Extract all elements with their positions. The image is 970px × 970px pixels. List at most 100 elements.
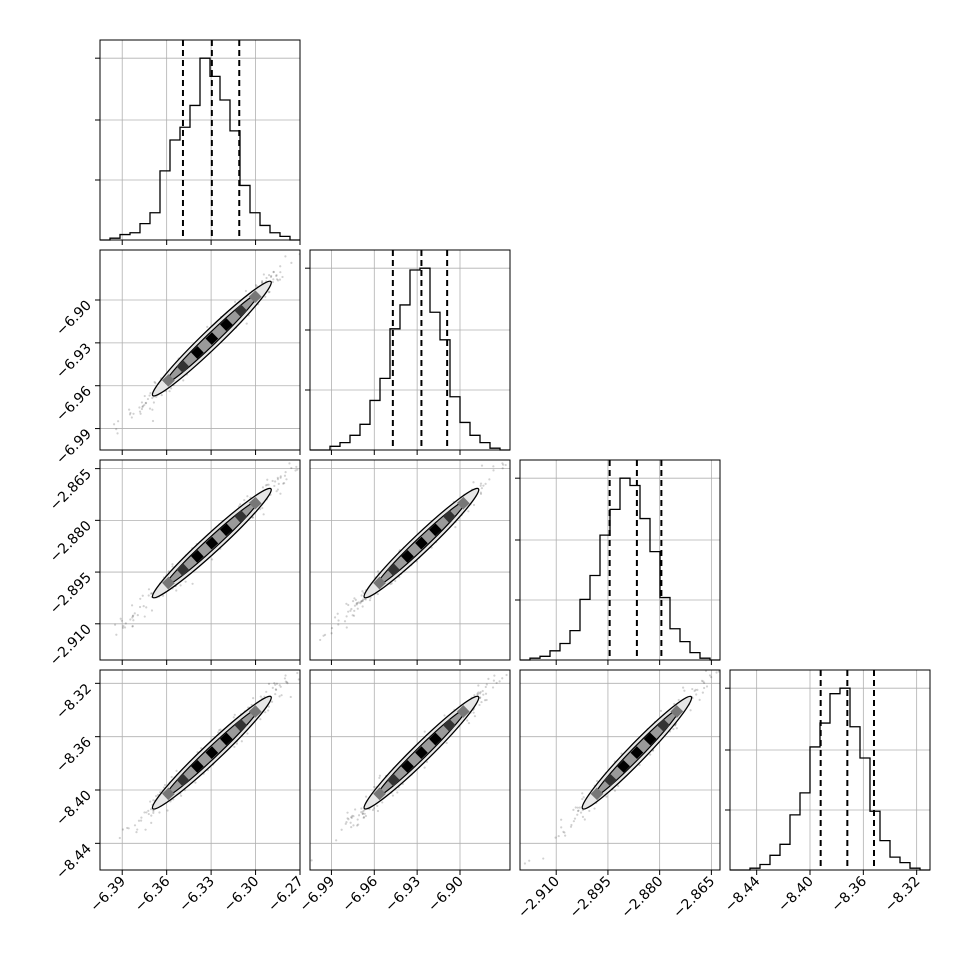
sample-point	[693, 689, 696, 693]
sample-point	[151, 419, 155, 423]
sample-point	[284, 471, 287, 474]
sample-point	[267, 709, 270, 712]
sample-point	[275, 274, 278, 278]
sample-point	[267, 682, 271, 685]
sample-point	[542, 857, 545, 860]
sample-point	[161, 594, 165, 597]
sample-point	[276, 476, 279, 479]
sample-point	[355, 603, 358, 606]
sample-point	[325, 440, 327, 442]
sample-point	[129, 411, 132, 415]
sample-point	[272, 270, 275, 273]
density-cell	[234, 304, 248, 318]
sample-point	[115, 428, 118, 431]
sample-point	[683, 689, 686, 692]
sample-point	[132, 412, 135, 415]
sample-point	[211, 558, 214, 561]
sample-point	[364, 795, 368, 798]
sample-point	[120, 619, 123, 622]
sample-point	[131, 616, 134, 619]
sample-point	[259, 508, 262, 511]
sample-point	[266, 483, 269, 486]
scatter-panel-2-0: −2.910−2.895−2.880−2.865	[47, 431, 327, 669]
sample-point	[243, 498, 246, 502]
sample-point	[147, 588, 151, 591]
sample-point	[262, 513, 265, 516]
sample-point	[488, 478, 491, 481]
sample-point	[144, 402, 147, 405]
sample-point	[268, 274, 271, 277]
density-cell	[456, 496, 470, 510]
sample-point	[274, 688, 277, 691]
sample-point	[672, 727, 675, 731]
sample-point	[394, 579, 397, 583]
sample-point	[363, 597, 366, 601]
density-cell	[387, 773, 400, 787]
x-tick-label: −6.90	[425, 874, 467, 916]
density-cell	[373, 787, 386, 801]
density-cell	[442, 718, 456, 732]
sample-point	[316, 242, 318, 244]
x-tick-label: −6.99	[297, 874, 339, 916]
sample-point	[354, 598, 357, 601]
sample-point	[272, 278, 275, 281]
sample-point	[149, 592, 153, 595]
sample-point	[505, 673, 508, 677]
sample-point	[128, 413, 132, 416]
sample-point	[306, 648, 308, 650]
sample-point	[129, 618, 132, 621]
sample-point	[349, 821, 352, 824]
sample-point	[264, 295, 267, 298]
sample-point	[498, 680, 501, 683]
sample-point	[360, 807, 363, 810]
sample-point	[659, 709, 663, 712]
sample-point	[139, 597, 142, 600]
sample-point	[562, 830, 565, 833]
sample-point	[284, 674, 287, 677]
sample-point	[278, 684, 281, 687]
sample-point	[675, 727, 678, 730]
density-cell	[415, 536, 428, 550]
sample-point	[119, 617, 122, 620]
scatter-panel-2-1	[306, 459, 511, 665]
sample-point	[466, 719, 469, 722]
sample-point	[123, 626, 127, 629]
sample-point	[513, 667, 515, 669]
density-cell	[162, 787, 175, 801]
sample-point	[578, 806, 581, 809]
x-tick-label: −2.895	[567, 874, 615, 922]
sample-point	[144, 828, 147, 831]
histogram-step	[520, 477, 720, 661]
sample-point	[179, 584, 182, 587]
y-tick-label: −2.895	[47, 570, 95, 618]
density-cell	[456, 705, 470, 718]
sample-point	[346, 817, 349, 820]
sample-point	[325, 431, 327, 433]
sample-point	[261, 486, 265, 489]
sample-point	[423, 766, 426, 769]
density-cell	[429, 523, 442, 537]
sample-point	[705, 685, 709, 688]
sample-point	[264, 484, 268, 487]
density-cell	[442, 510, 456, 523]
density-cell	[401, 760, 414, 773]
sample-point	[362, 816, 366, 819]
sample-point	[279, 271, 282, 274]
sample-point	[345, 626, 348, 629]
sample-point	[89, 879, 91, 881]
sample-point	[275, 688, 278, 691]
sample-point	[605, 795, 608, 798]
sample-point	[482, 693, 485, 696]
sample-point	[240, 740, 243, 743]
sample-point	[492, 469, 495, 472]
sample-point	[715, 671, 718, 674]
sample-point	[703, 681, 706, 684]
sample-point	[504, 463, 507, 467]
sample-point	[361, 599, 365, 602]
panel-frame	[309, 669, 511, 871]
sample-point	[304, 457, 306, 459]
x-tick-label: −2.910	[515, 874, 563, 922]
sample-point	[191, 582, 194, 585]
sample-point	[356, 824, 359, 827]
density-cell	[643, 732, 657, 746]
